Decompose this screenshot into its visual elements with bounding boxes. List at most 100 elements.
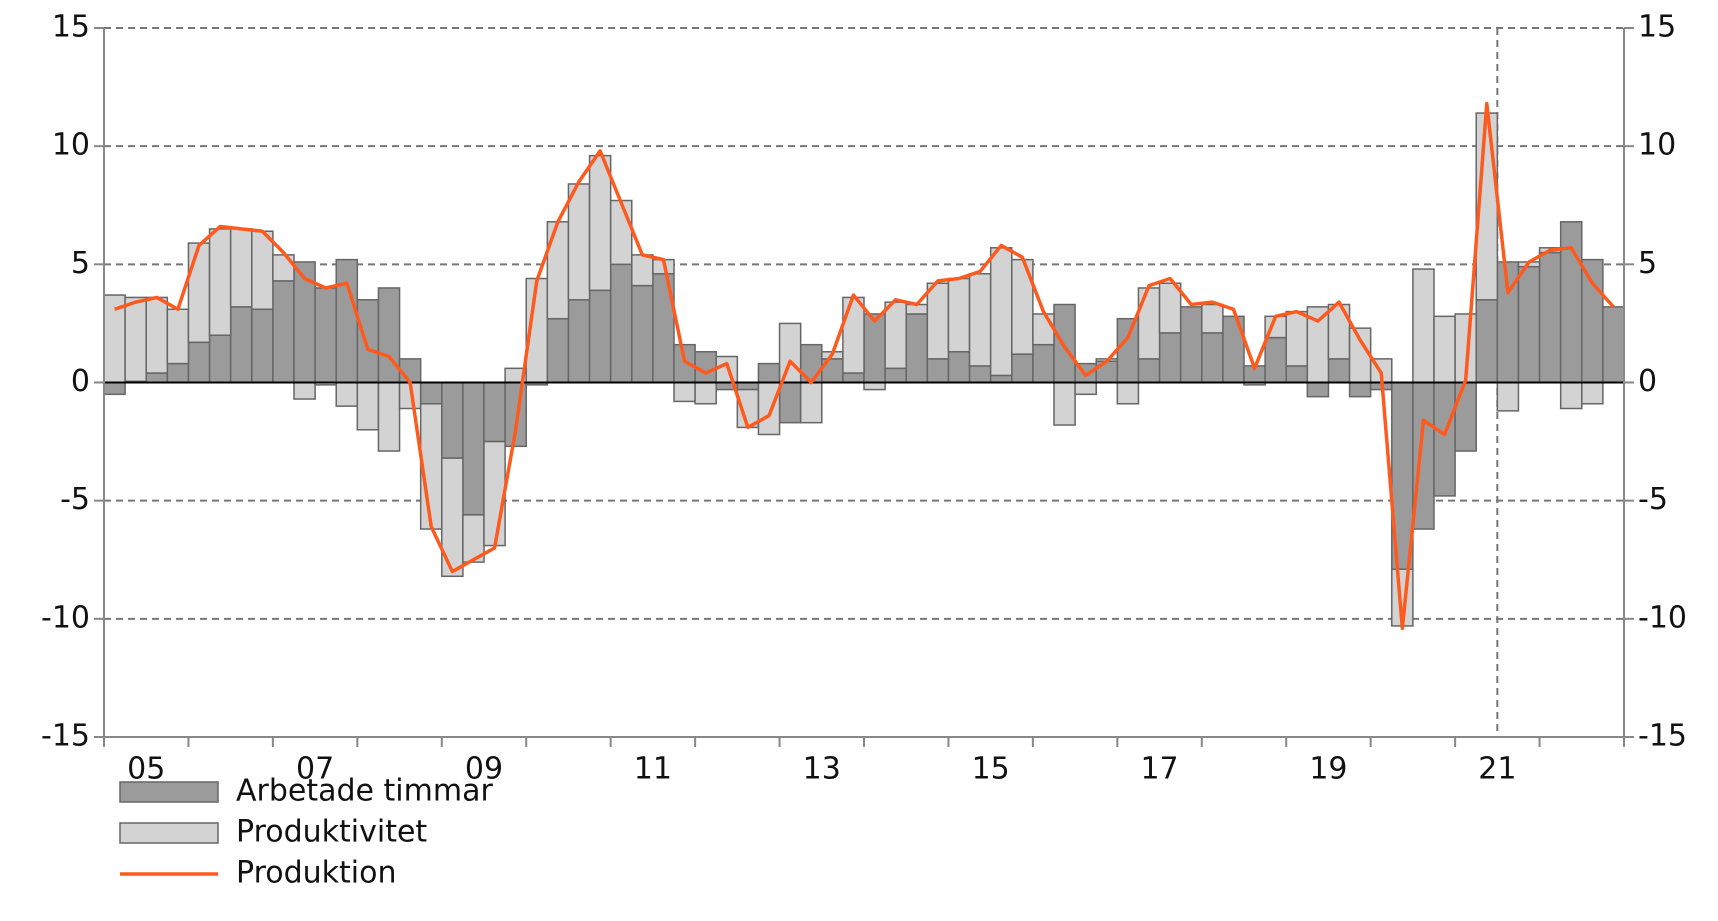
y2-tick-label: -10 [1638, 600, 1687, 635]
bar [1475, 299, 1499, 384]
legend-label: Produktion [236, 856, 397, 891]
bar [799, 381, 823, 424]
bar [757, 362, 781, 384]
bar [778, 322, 802, 384]
x-tick-label: 05 [127, 752, 165, 787]
bar [1517, 265, 1541, 384]
bar [757, 381, 781, 436]
bar [1348, 381, 1372, 398]
bar [166, 308, 190, 365]
bar [1011, 353, 1034, 384]
bar [546, 221, 570, 320]
bar [229, 306, 253, 384]
y-tick-label: 0 [71, 364, 90, 399]
bar [335, 258, 359, 384]
bar [926, 358, 950, 384]
bar [1581, 381, 1604, 405]
bar [208, 334, 232, 384]
bar [1264, 336, 1287, 384]
bar [863, 313, 886, 384]
bar [1116, 381, 1140, 405]
y2-tick-label: 15 [1638, 10, 1676, 45]
y2-tick-label: 10 [1638, 128, 1676, 163]
bar [567, 183, 591, 301]
x-tick-label: 09 [465, 752, 503, 787]
bar [1201, 332, 1224, 384]
y2-tick-label: 5 [1638, 246, 1657, 281]
bar [947, 277, 971, 353]
bar [1433, 381, 1456, 497]
bar [208, 228, 232, 336]
bar [356, 381, 380, 431]
bar [567, 299, 591, 384]
bar [1158, 332, 1182, 384]
bar [631, 284, 654, 384]
y-tick-label: 15 [52, 10, 90, 45]
bar [1053, 381, 1076, 426]
legend-label: Produktivitet [236, 815, 427, 850]
bar [124, 296, 147, 383]
bar [884, 367, 907, 384]
bar [968, 365, 992, 384]
bar [778, 381, 802, 424]
bar [483, 381, 506, 443]
bar [1327, 358, 1351, 384]
bar [1454, 381, 1477, 452]
bar [842, 296, 865, 374]
line [113, 101, 1615, 631]
bar [1032, 343, 1055, 384]
bar [1348, 327, 1372, 384]
bar [1559, 381, 1583, 410]
bar [419, 381, 443, 405]
bar [1412, 268, 1435, 384]
bar [588, 289, 612, 384]
bar [609, 263, 633, 384]
bar [631, 254, 654, 287]
x-tick-label: 15 [972, 752, 1010, 787]
bar [884, 301, 907, 370]
y2-tick-label: 0 [1638, 364, 1657, 399]
bar [272, 280, 295, 384]
bar [1158, 282, 1182, 334]
legend-swatch [119, 781, 219, 803]
bar [251, 308, 274, 384]
bar [145, 296, 169, 374]
bar [863, 381, 886, 391]
bar [1306, 381, 1330, 398]
bar [968, 273, 992, 367]
bar [1433, 315, 1456, 384]
y-tick-label: 10 [52, 128, 90, 163]
y2-tick-label: -15 [1638, 719, 1687, 754]
bar [546, 317, 570, 384]
bar [293, 381, 316, 400]
bar [483, 440, 506, 547]
y-tick-label: -5 [60, 482, 90, 517]
x-tick-label: 17 [1140, 752, 1178, 787]
bar [272, 254, 295, 282]
bar [1285, 365, 1309, 384]
x-tick-label: 13 [803, 752, 841, 787]
bar [1496, 381, 1520, 412]
bar [1137, 358, 1161, 384]
bar [1602, 306, 1625, 384]
bar [989, 247, 1013, 377]
bar [1032, 313, 1055, 346]
bar [1285, 310, 1309, 367]
bar [947, 351, 971, 384]
bar [989, 374, 1013, 384]
bar [145, 372, 169, 384]
bar [673, 381, 696, 403]
bar [356, 299, 380, 384]
bar [1559, 221, 1583, 384]
y-tick-label: 5 [71, 246, 90, 281]
bar [1116, 317, 1140, 384]
legend-swatch [119, 822, 219, 844]
bar [588, 154, 612, 292]
bar [377, 381, 401, 452]
bar [1538, 251, 1562, 384]
bar [1201, 303, 1224, 334]
bar [905, 313, 929, 384]
bar [694, 381, 717, 405]
y2-tick-label: -5 [1638, 482, 1668, 517]
